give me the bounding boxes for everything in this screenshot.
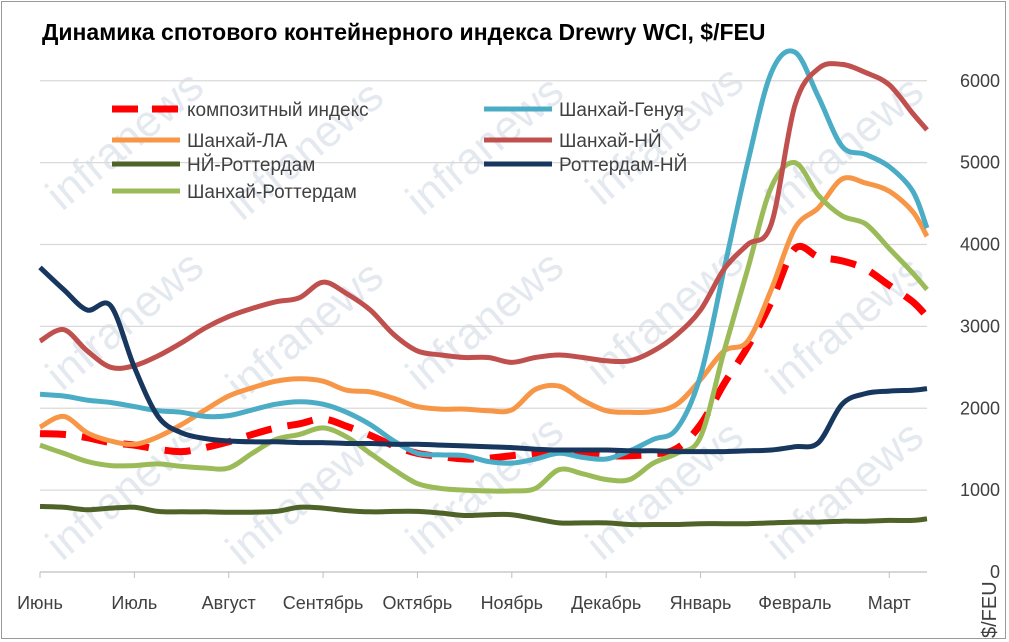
- x-tick-label: Март: [868, 593, 911, 613]
- x-tick-label: Июнь: [17, 593, 63, 613]
- series-line: [38, 175, 930, 447]
- y-tick-labels: 0 1000 2000 3000 4000 5000 6000: [960, 71, 1000, 582]
- x-tick-label: Январь: [670, 593, 732, 613]
- watermark-text: infranews: [37, 241, 213, 400]
- legend: композитный индекс Шанхай-Генуя Шанхай-ЛА Ш…: [112, 100, 687, 203]
- series-line: [38, 61, 929, 371]
- x-tick-label: Декабрь: [571, 593, 641, 613]
- x-tick-label: Ноябрь: [481, 593, 543, 613]
- x-tick-label: Февраль: [758, 593, 831, 613]
- legend-label: Шанхай-Генуя: [559, 100, 684, 121]
- x-tick-labels: Июнь Июль Август Сентябрь Октябрь Ноябрь Декаб…: [17, 572, 911, 613]
- x-tick-label: Июль: [111, 593, 157, 613]
- series-line: [38, 265, 928, 455]
- series-line: [39, 242, 930, 463]
- y-tick-label: 1000: [960, 480, 1000, 500]
- watermark-layer: infranews infranews infranews infranews infr…: [37, 56, 933, 575]
- y-tick-label: 4000: [960, 235, 1000, 255]
- series-line: [39, 48, 930, 466]
- y-tick-label: 0: [990, 562, 1000, 582]
- legend-label: НЙ-Роттердам: [187, 154, 315, 176]
- legend-label: Шанхай-ЛА: [187, 131, 288, 152]
- legend-label: Шанхай-НЙ: [559, 130, 662, 152]
- watermark-text: infranews: [397, 66, 573, 225]
- series-lines: [38, 48, 930, 528]
- legend-label: композитный индекс: [187, 100, 369, 121]
- x-tick-label: Сентябрь: [283, 593, 364, 613]
- y-tick-label: 5000: [960, 153, 1000, 173]
- series-line: [39, 504, 928, 528]
- y-axis-label: $/FEU: [979, 581, 1001, 638]
- legend-label: Шанхай-Роттердам: [187, 182, 357, 203]
- legend-label: Роттердам-НЙ: [559, 154, 687, 176]
- y-tick-label: 6000: [960, 71, 1000, 91]
- x-tick-label: Октябрь: [383, 593, 453, 613]
- y-tick-label: 2000: [960, 398, 1000, 418]
- x-tick-label: Август: [202, 593, 256, 613]
- chart-title: Динамика спотового контейнерного индекса…: [42, 19, 766, 45]
- watermark-text: infranews: [217, 251, 393, 410]
- y-tick-label: 3000: [960, 316, 1000, 336]
- watermark-text: infranews: [757, 66, 933, 225]
- watermark-text: infranews: [397, 241, 573, 400]
